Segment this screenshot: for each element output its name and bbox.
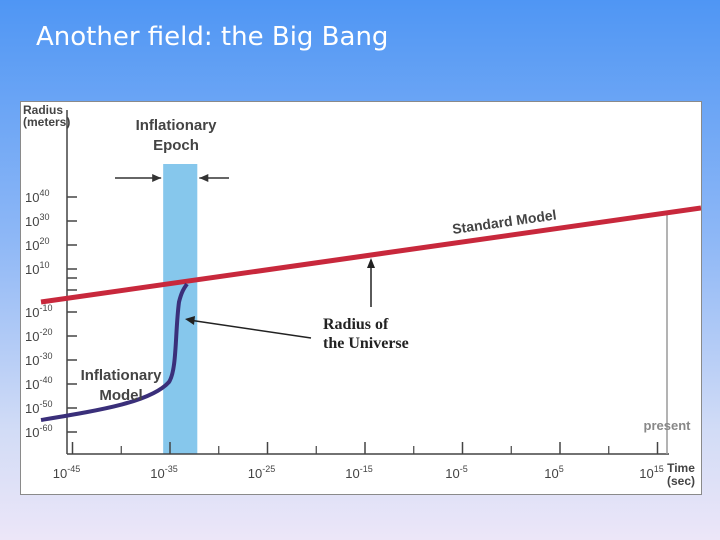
x-tick-label: 1015	[639, 464, 663, 481]
y-axis-label-line: Radius	[23, 103, 63, 117]
radius-arrow-left-line	[188, 319, 312, 339]
x-tick-label: 10-5	[445, 464, 467, 481]
present-label: present	[644, 418, 692, 433]
epoch-label-line: Inflationary	[136, 117, 218, 134]
x-tick-label: 10-45	[53, 464, 80, 481]
radius-of-universe-label-line: the Universe	[323, 335, 409, 352]
y-tick-label: 1020	[25, 236, 49, 253]
big-bang-figure: Inflationary Epoch Radius (meters) Time (sec)…	[20, 101, 702, 495]
inflationary-epoch-band	[163, 164, 198, 454]
y-tick-label: 10-50	[25, 399, 52, 416]
radius-arrowhead-up	[367, 258, 375, 268]
x-axis-label-line: Time	[667, 461, 695, 475]
y-tick-label: 10-60	[25, 423, 52, 440]
y-tick-label: 1040	[25, 188, 49, 205]
inflationary-model-label-line: Model	[99, 387, 142, 404]
epoch-arrowhead-left	[152, 174, 162, 182]
radius-vs-time-chart: Inflationary Epoch Radius(meters) Time(sec)…	[23, 103, 701, 488]
inflationary-model-label-line: Inflationary	[81, 367, 163, 384]
y-axis-label-line: (meters)	[23, 115, 70, 129]
epoch-arrowhead-right	[199, 174, 209, 182]
x-tick-label: 105	[544, 464, 563, 481]
y-tick-label: 1030	[25, 212, 49, 229]
y-tick-label: 1010	[25, 260, 49, 277]
y-tick-label: 10-10	[25, 303, 52, 320]
inflationary-model-curve	[40, 282, 189, 422]
x-axis-label-line: (sec)	[667, 474, 695, 488]
x-tick-label: 10-25	[248, 464, 275, 481]
y-tick-label: 10-40	[25, 375, 52, 392]
y-tick-label: 10-30	[25, 351, 52, 368]
epoch-label-line: Epoch	[153, 137, 199, 154]
standard-model-line	[40, 205, 701, 305]
slide-title: Another field: the Big Bang	[36, 22, 389, 52]
y-tick-label: 10-20	[25, 327, 52, 344]
radius-of-universe-label-line: Radius of	[323, 316, 389, 333]
x-tick-label: 10-35	[150, 464, 177, 481]
radius-arrowhead-left	[185, 316, 195, 325]
x-tick-label: 10-15	[345, 464, 372, 481]
